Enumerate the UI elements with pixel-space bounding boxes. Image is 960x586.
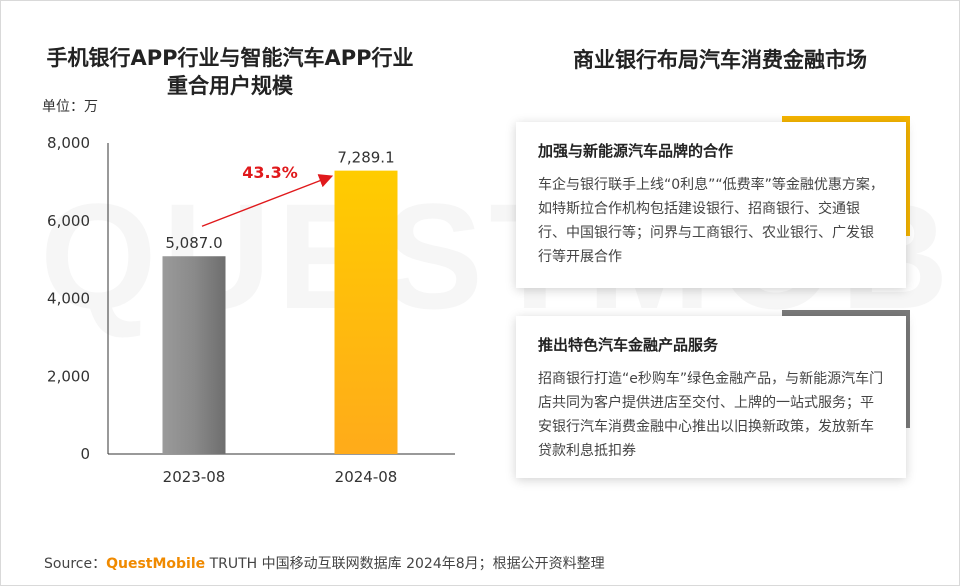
data-label: 7,289.1 [337,149,394,167]
bar [334,170,398,454]
y-tick-label: 6,000 [47,212,90,230]
growth-arrow [201,174,334,227]
source-prefix: Source： [44,556,107,572]
info-card-1: 加强与新能源汽车品牌的合作 车企与银行联手上线“0利息”“低费率”等金融优惠方案… [516,122,906,288]
chart-title-line1: 手机银行APP行业与智能汽车APP行业 [46,46,414,70]
card-title: 推出特色汽车金融产品服务 [538,336,719,354]
x-tick-label: 2024-08 [335,468,398,486]
card-body: 车企与银行联手上线“0利息”“低费率”等金融优惠方案，如特斯拉合作机构包括建设银… [538,177,884,265]
data-label: 5,087.0 [165,234,222,252]
unit-label: 单位：万 [42,99,98,115]
info-card-2: 推出特色汽车金融产品服务 招商银行打造“e秒购车”绿色金融产品，与新能源汽车门店… [516,316,906,478]
section-title: 商业银行布局汽车消费金融市场 [573,48,867,72]
source-brand: QuestMobile [106,556,206,572]
y-tick-label: 4,000 [47,290,90,308]
bar [162,256,226,454]
y-tick-label: 0 [80,445,90,463]
chart-title-line2: 重合用户规模 [167,74,293,98]
source-text: TRUTH 中国移动互联网数据库 2024年8月；根据公开资料整理 [205,556,605,572]
growth-label: 43.3% [242,163,298,182]
y-tick-label: 2,000 [47,367,90,385]
bar-chart: 0 2,000 4,000 6,000 8,000 5,087.0 2023-08 7,289… [47,134,455,486]
source-note: Source：QuestMobile TRUTH 中国移动互联网数据库 2024… [44,553,605,573]
card-body: 招商银行打造“e秒购车”绿色金融产品，与新能源汽车门店共同为客户提供进店至交付、… [538,371,884,459]
chart-title: 手机银行APP行业与智能汽车APP行业 重合用户规模 [30,44,430,100]
y-tick-label: 8,000 [47,134,90,152]
card-title: 加强与新能源汽车品牌的合作 [538,142,734,160]
x-tick-label: 2023-08 [163,468,226,486]
